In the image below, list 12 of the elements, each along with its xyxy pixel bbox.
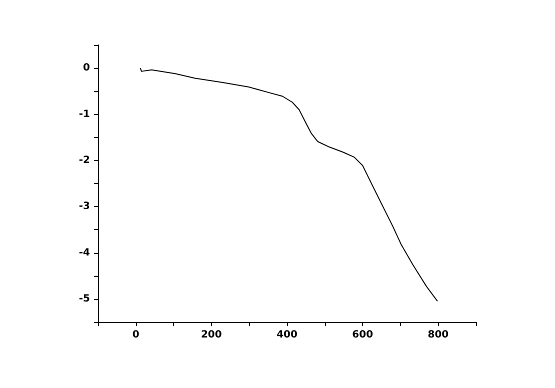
x-tick-label: 600 [352,330,374,340]
y-tick-label: -5 [78,293,90,304]
y-tick-label: -2 [78,154,90,166]
x-tick-label: 400 [276,330,298,340]
y-tick-label: -4 [78,247,90,258]
x-tick-label: 800 [428,330,449,340]
y-tick-label: 0 [83,62,90,74]
y-tick-label: -1 [78,108,90,120]
x-tick-label: 0 [132,330,140,340]
x-tick-label: 200 [200,330,222,340]
y-tick-label: -3 [78,201,90,212]
line-series [140,68,438,302]
